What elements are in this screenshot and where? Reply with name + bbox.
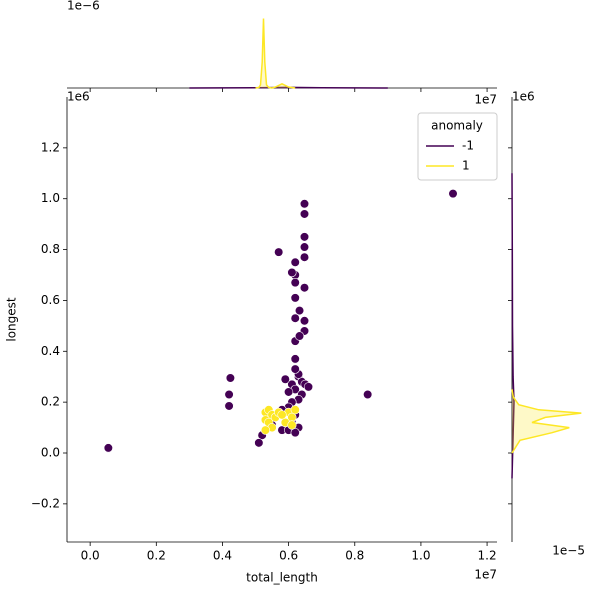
y-axis-label: longest [5,297,19,342]
y-tick-label: 1.0 [41,191,60,205]
point [303,382,314,392]
point [277,410,287,420]
point [287,420,297,430]
point [299,199,310,209]
point [103,443,113,453]
point [225,373,235,383]
point [448,189,458,199]
point [290,313,300,323]
density-line [511,389,582,454]
point [363,389,373,400]
y-offset: 1e6 [67,90,90,104]
density-line [255,18,296,89]
density-line [511,173,515,479]
y-tick-label: −0.2 [31,496,60,510]
x-offset: 1e−5 [552,544,585,558]
point [280,374,290,384]
x-axis-label: total_length [246,571,318,585]
point [299,316,310,326]
point [299,283,310,293]
x-tick-label: 1.0 [411,549,430,563]
y-offset: 1e6 [512,90,535,104]
y-tick-label: 0.8 [41,242,60,256]
x-tick-label: 0.8 [345,549,364,563]
point [290,278,300,288]
point [299,242,310,252]
point [260,425,271,435]
point [290,428,300,438]
legend-label: 1 [462,159,470,173]
x-offset: 1e7 [474,568,497,582]
y-offset: 1e−6 [67,0,100,13]
x-tick-label: 0.6 [279,549,298,563]
point [299,209,310,219]
point [224,401,234,411]
legend-box [417,112,498,181]
point [274,247,284,257]
x-tick-label: 1.2 [478,549,497,563]
density-fill [512,389,582,453]
legend-label: -1 [462,139,474,153]
legend-title: anomaly [431,119,483,133]
point [294,331,305,341]
y-tick-label: 0.4 [41,344,60,358]
point [299,232,310,242]
y-tick-label: 0.6 [41,293,60,307]
y-tick-label: 0.2 [41,395,60,409]
point [299,252,310,262]
y-tick-label: 0.0 [41,446,60,460]
y-tick-label: 1.2 [41,140,60,154]
x-tick-label: 0.0 [81,549,100,563]
x-tick-label: 0.2 [147,549,166,563]
point [287,267,297,278]
point [290,293,300,303]
point [224,389,234,400]
point [290,257,300,267]
x-offset: 1e7 [474,93,497,107]
point [290,354,300,364]
point [294,306,305,316]
point [290,364,300,374]
point [284,387,294,397]
x-tick-label: 0.4 [213,549,232,563]
point [290,405,300,415]
point [254,438,264,448]
